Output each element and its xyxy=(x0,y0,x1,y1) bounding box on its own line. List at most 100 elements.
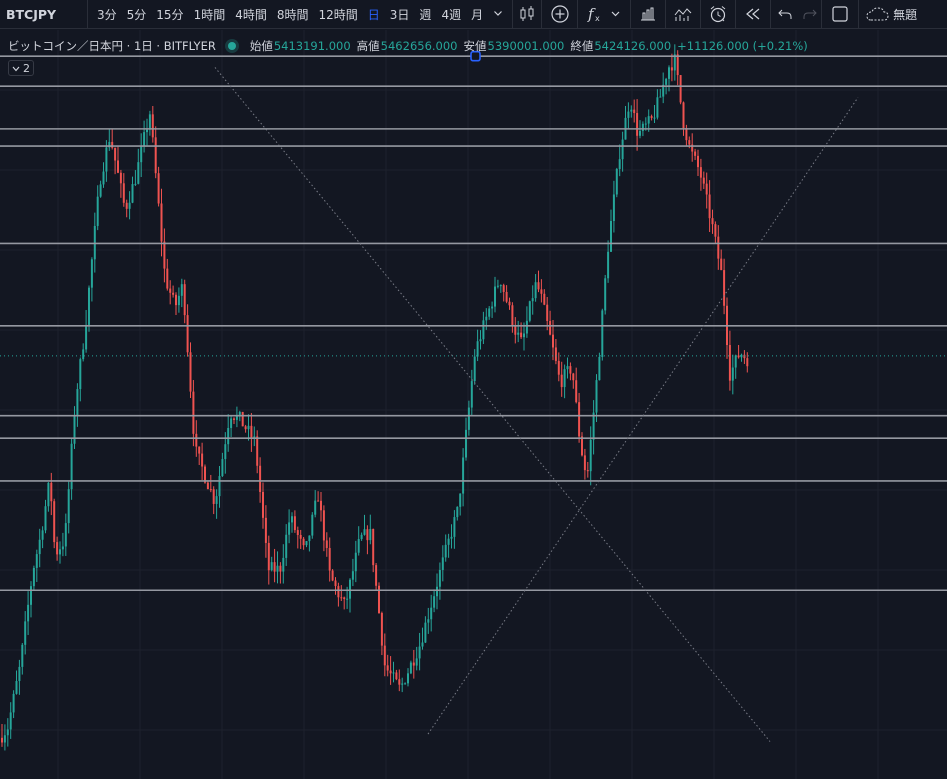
candle-body xyxy=(438,569,441,587)
templates-chart-icon[interactable] xyxy=(666,0,702,29)
candle-body xyxy=(488,308,491,317)
candle-body xyxy=(320,500,322,511)
candle-body xyxy=(369,528,372,541)
interval-4w[interactable]: 4週 xyxy=(441,7,462,22)
candle-body xyxy=(688,140,691,145)
candle-body xyxy=(137,162,140,184)
interval-1w[interactable]: 週 xyxy=(419,7,432,22)
undo-arrow-icon[interactable] xyxy=(771,0,799,29)
candle-body xyxy=(691,144,694,152)
indicators-toggle-button[interactable]: 2 xyxy=(8,60,34,76)
candle-body xyxy=(230,418,233,428)
fullscreen-square-icon[interactable] xyxy=(822,0,860,29)
candle-body xyxy=(737,355,740,358)
candle-body xyxy=(372,528,375,566)
candle-body xyxy=(177,295,180,306)
candle-body xyxy=(415,658,418,666)
interval-12h[interactable]: 12時間 xyxy=(318,7,358,22)
interval-1d[interactable]: 日 xyxy=(367,7,380,22)
redo-arrow-icon[interactable] xyxy=(799,0,823,29)
candle-body xyxy=(467,407,470,430)
candle-body xyxy=(424,622,427,643)
candle-body xyxy=(146,129,148,133)
candle-body xyxy=(557,360,560,375)
candle-body xyxy=(328,547,331,571)
candle-body xyxy=(528,301,531,321)
candle-body xyxy=(73,414,76,444)
candle-body xyxy=(163,241,166,269)
candle-body xyxy=(462,457,465,494)
high-label: 高値 xyxy=(356,39,380,53)
candle-body xyxy=(714,224,717,237)
interval-8h[interactable]: 8時間 xyxy=(276,7,309,22)
interval-15m[interactable]: 15分 xyxy=(156,7,184,22)
interval-5m[interactable]: 5分 xyxy=(126,7,147,22)
candle-body xyxy=(1,737,3,743)
candle-body xyxy=(531,298,534,302)
candle-body xyxy=(70,443,73,490)
candle-body xyxy=(296,530,299,535)
candle-body xyxy=(201,453,204,467)
low-value: 5390001.000 xyxy=(487,39,565,53)
candle-body xyxy=(30,586,32,605)
trendline xyxy=(214,67,771,742)
candle-body xyxy=(644,123,647,125)
drawing-anchor-handle[interactable] xyxy=(470,50,481,62)
candle-body xyxy=(543,293,546,305)
candle-body xyxy=(175,294,177,306)
candle-body xyxy=(520,332,523,338)
candle-body xyxy=(334,580,337,587)
candle-body xyxy=(148,114,151,130)
candle-body xyxy=(380,613,383,646)
candle-body xyxy=(453,517,456,537)
candle-body xyxy=(279,565,282,572)
candle-body xyxy=(35,554,38,568)
candle-body xyxy=(114,147,117,161)
symbol-search-button[interactable]: BTCJPY xyxy=(0,0,88,29)
financials-bars-icon[interactable] xyxy=(631,0,667,29)
candle-body xyxy=(285,534,288,558)
high-value: 5462656.000 xyxy=(380,39,458,53)
candle-body xyxy=(198,446,201,454)
candle-body xyxy=(514,326,517,335)
candle-body xyxy=(560,374,563,388)
interval-1mo[interactable]: 月 xyxy=(471,7,484,22)
candle-body xyxy=(64,523,67,547)
interval-3m[interactable]: 3分 xyxy=(97,7,117,22)
candle-body xyxy=(262,491,264,518)
candle-body xyxy=(740,354,743,358)
series-title[interactable]: ビットコイン／日本円 · 1日 · BITFLYER xyxy=(8,39,216,53)
candle-body xyxy=(499,285,502,287)
candle-body xyxy=(206,482,209,490)
candle-body xyxy=(465,429,467,458)
layout-save-button[interactable]: 無題 xyxy=(859,0,923,29)
interval-3d[interactable]: 3日 xyxy=(389,7,410,22)
alert-clock-icon[interactable] xyxy=(701,0,737,29)
interval-selector: 3分 5分 15分 1時間 4時間 8時間 12時間 日 3日 週 4週 月 xyxy=(88,0,514,29)
candle-body xyxy=(450,536,453,539)
candle-body xyxy=(375,565,378,586)
candle-body xyxy=(270,562,273,571)
interval-4h[interactable]: 4時間 xyxy=(235,7,267,22)
candle-body xyxy=(685,128,688,141)
candle-body xyxy=(76,389,79,415)
candle-body xyxy=(502,285,505,292)
replay-rewind-icon[interactable] xyxy=(736,0,772,29)
candle-body xyxy=(679,75,682,103)
candle-body xyxy=(668,67,670,79)
market-status-dot[interactable] xyxy=(227,42,236,50)
price-chart[interactable] xyxy=(0,30,947,779)
candle-body xyxy=(676,54,679,76)
cloud-icon xyxy=(865,6,889,22)
candle-body xyxy=(572,373,575,381)
interval-1h[interactable]: 1時間 xyxy=(193,7,226,22)
candle-body xyxy=(183,284,186,316)
candle-body xyxy=(131,184,134,203)
candle-body xyxy=(53,501,56,543)
candle-body xyxy=(441,557,444,570)
compare-symbol-plus-icon[interactable] xyxy=(542,0,579,29)
interval-dropdown-chevron-icon[interactable] xyxy=(488,7,512,21)
candle-body xyxy=(404,683,407,685)
chart-type-candles-icon[interactable] xyxy=(513,0,543,29)
